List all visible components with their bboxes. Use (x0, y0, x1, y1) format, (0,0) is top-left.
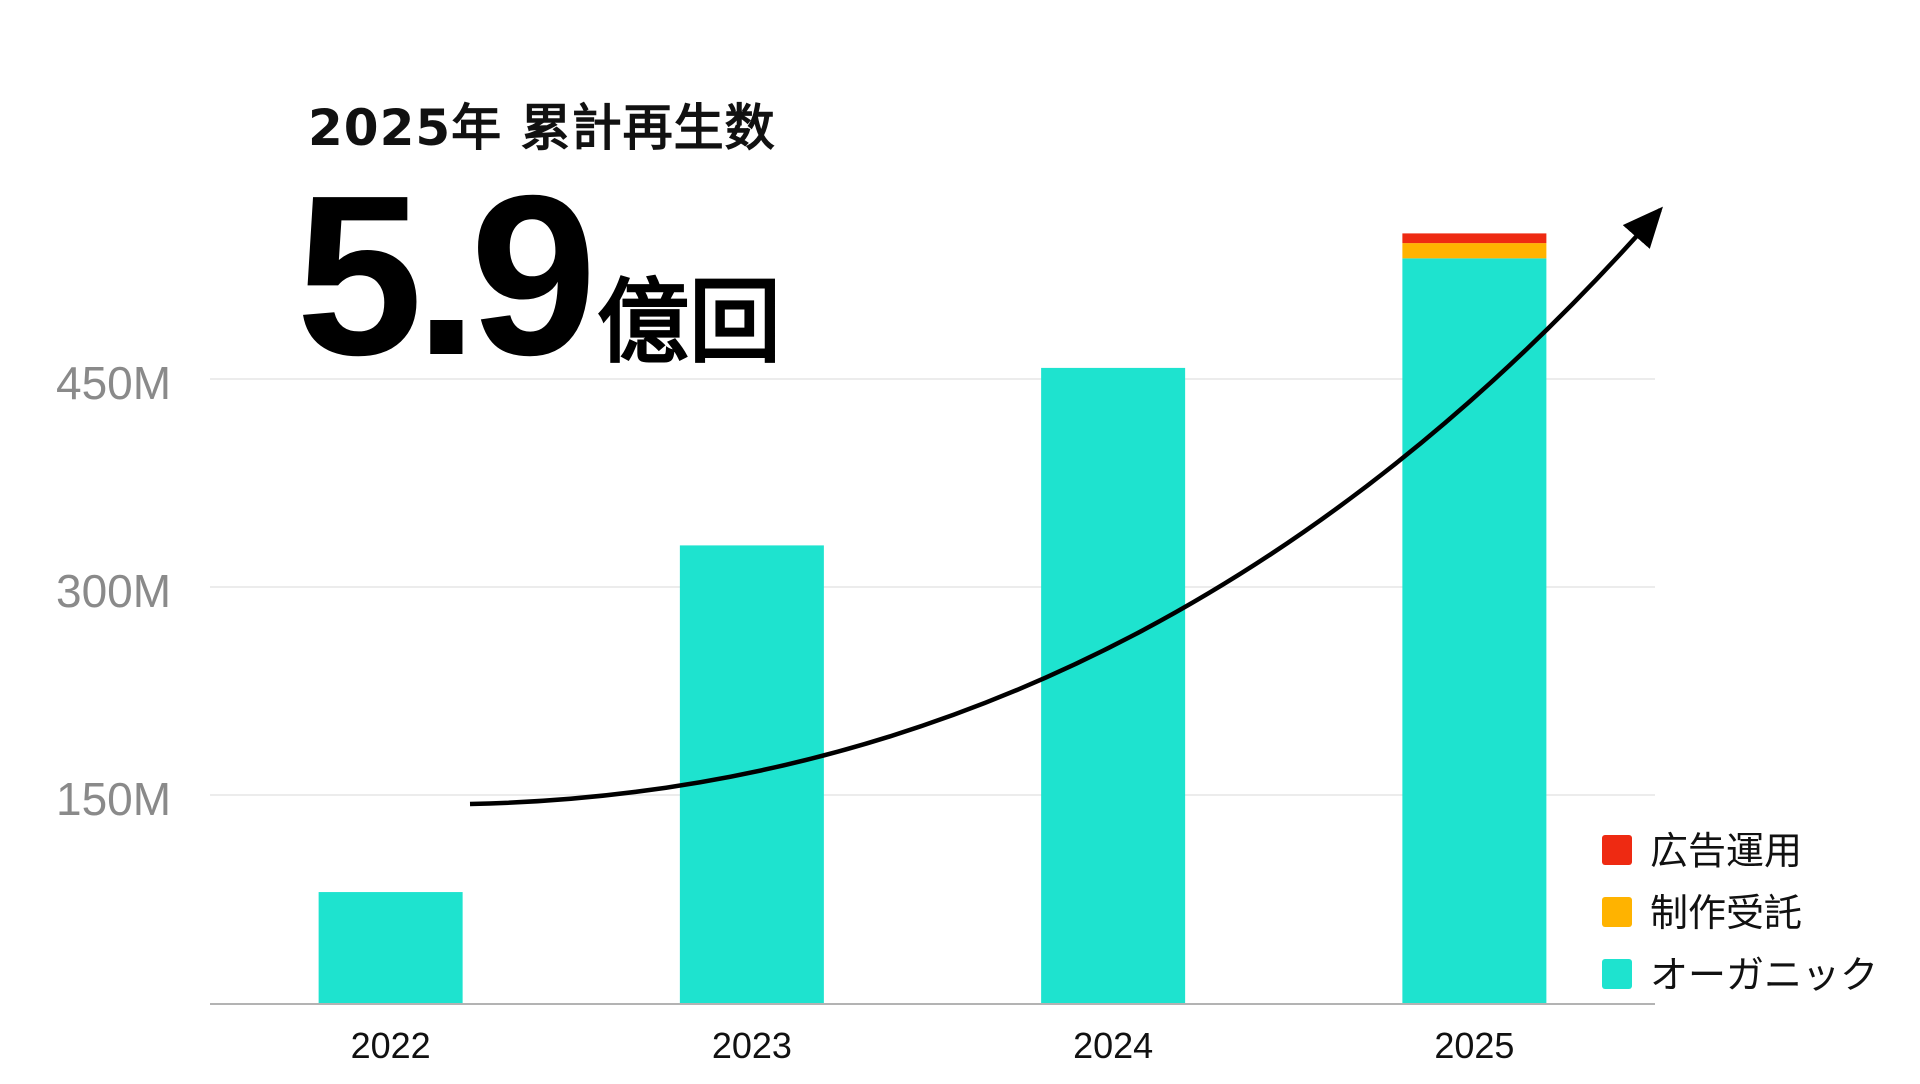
total-plays-unit: 億回 (596, 269, 781, 376)
legend-label-広告運用: 広告運用 (1650, 831, 1802, 873)
bar-2025-制作受託 (1402, 243, 1547, 259)
total-plays-number: 5.9 (296, 149, 597, 403)
bar-2024-オーガニック (1041, 367, 1186, 1003)
y-tick-label: 300M (56, 565, 171, 617)
legend-swatch-制作受託 (1602, 897, 1632, 927)
trend-arrow (469, 206, 1663, 807)
y-tick-label: 450M (56, 357, 171, 409)
bar-2025-オーガニック (1402, 258, 1547, 1003)
legend-label-オーガニック: オーガニック (1650, 955, 1878, 997)
x-tick-label-2022: 2022 (351, 1025, 431, 1066)
bar-2025-広告運用 (1402, 233, 1547, 244)
bar-2022-オーガニック (318, 892, 463, 1003)
x-tick-label-2024: 2024 (1073, 1025, 1153, 1066)
y-tick-label: 150M (56, 773, 171, 825)
legend-label-制作受託: 制作受託 (1650, 893, 1802, 935)
total-plays-headline: 5.9億回 (296, 162, 781, 390)
legend-swatch-広告運用 (1602, 835, 1632, 865)
legend-swatch-オーガニック (1602, 959, 1632, 989)
x-tick-label-2025: 2025 (1434, 1025, 1514, 1066)
chart-title: 2025年 累計再生数 (308, 99, 776, 157)
x-tick-label-2023: 2023 (712, 1025, 792, 1066)
